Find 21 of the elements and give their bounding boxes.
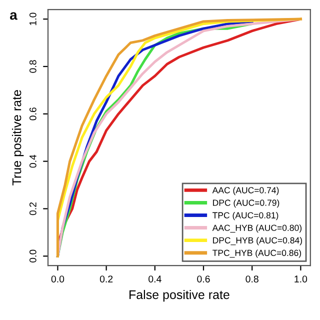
legend-label: TPC_HYB (AUC=0.86)	[212, 250, 302, 258]
legend-label: AAC_HYB (AUC=0.80)	[212, 224, 302, 233]
x-tick-label: 0.8	[246, 276, 258, 282]
x-tick-label: 0.2	[100, 276, 113, 282]
x-tick-label: 1.0	[294, 276, 308, 282]
x-axis-title: False positive rate	[130, 290, 230, 302]
y-tick-label: 0.6	[29, 108, 36, 120]
legend-label: TPC (AUC=0.81)	[212, 212, 278, 220]
legend-label: AAC (AUC=0.74)	[212, 186, 279, 196]
y-tick-label: 0.2	[29, 202, 36, 216]
legend-label: DPC_HYB (AUC=0.84)	[213, 237, 302, 246]
y-tick-label: 0.4	[29, 154, 36, 168]
x-tick-label: 0.4	[148, 276, 162, 282]
y-tick-label: 0.0	[29, 250, 36, 262]
text: a	[10, 12, 18, 20]
x-tick-label: 0.6	[197, 276, 210, 282]
y-tick-label: 0.8	[29, 60, 36, 73]
y-axis-title: True positive rate	[12, 90, 24, 186]
x-tick-label: 0.0	[51, 276, 64, 282]
y-tick-label: 1.0	[29, 12, 36, 26]
legend-label: DPC (AUC=0.79)	[213, 199, 280, 208]
